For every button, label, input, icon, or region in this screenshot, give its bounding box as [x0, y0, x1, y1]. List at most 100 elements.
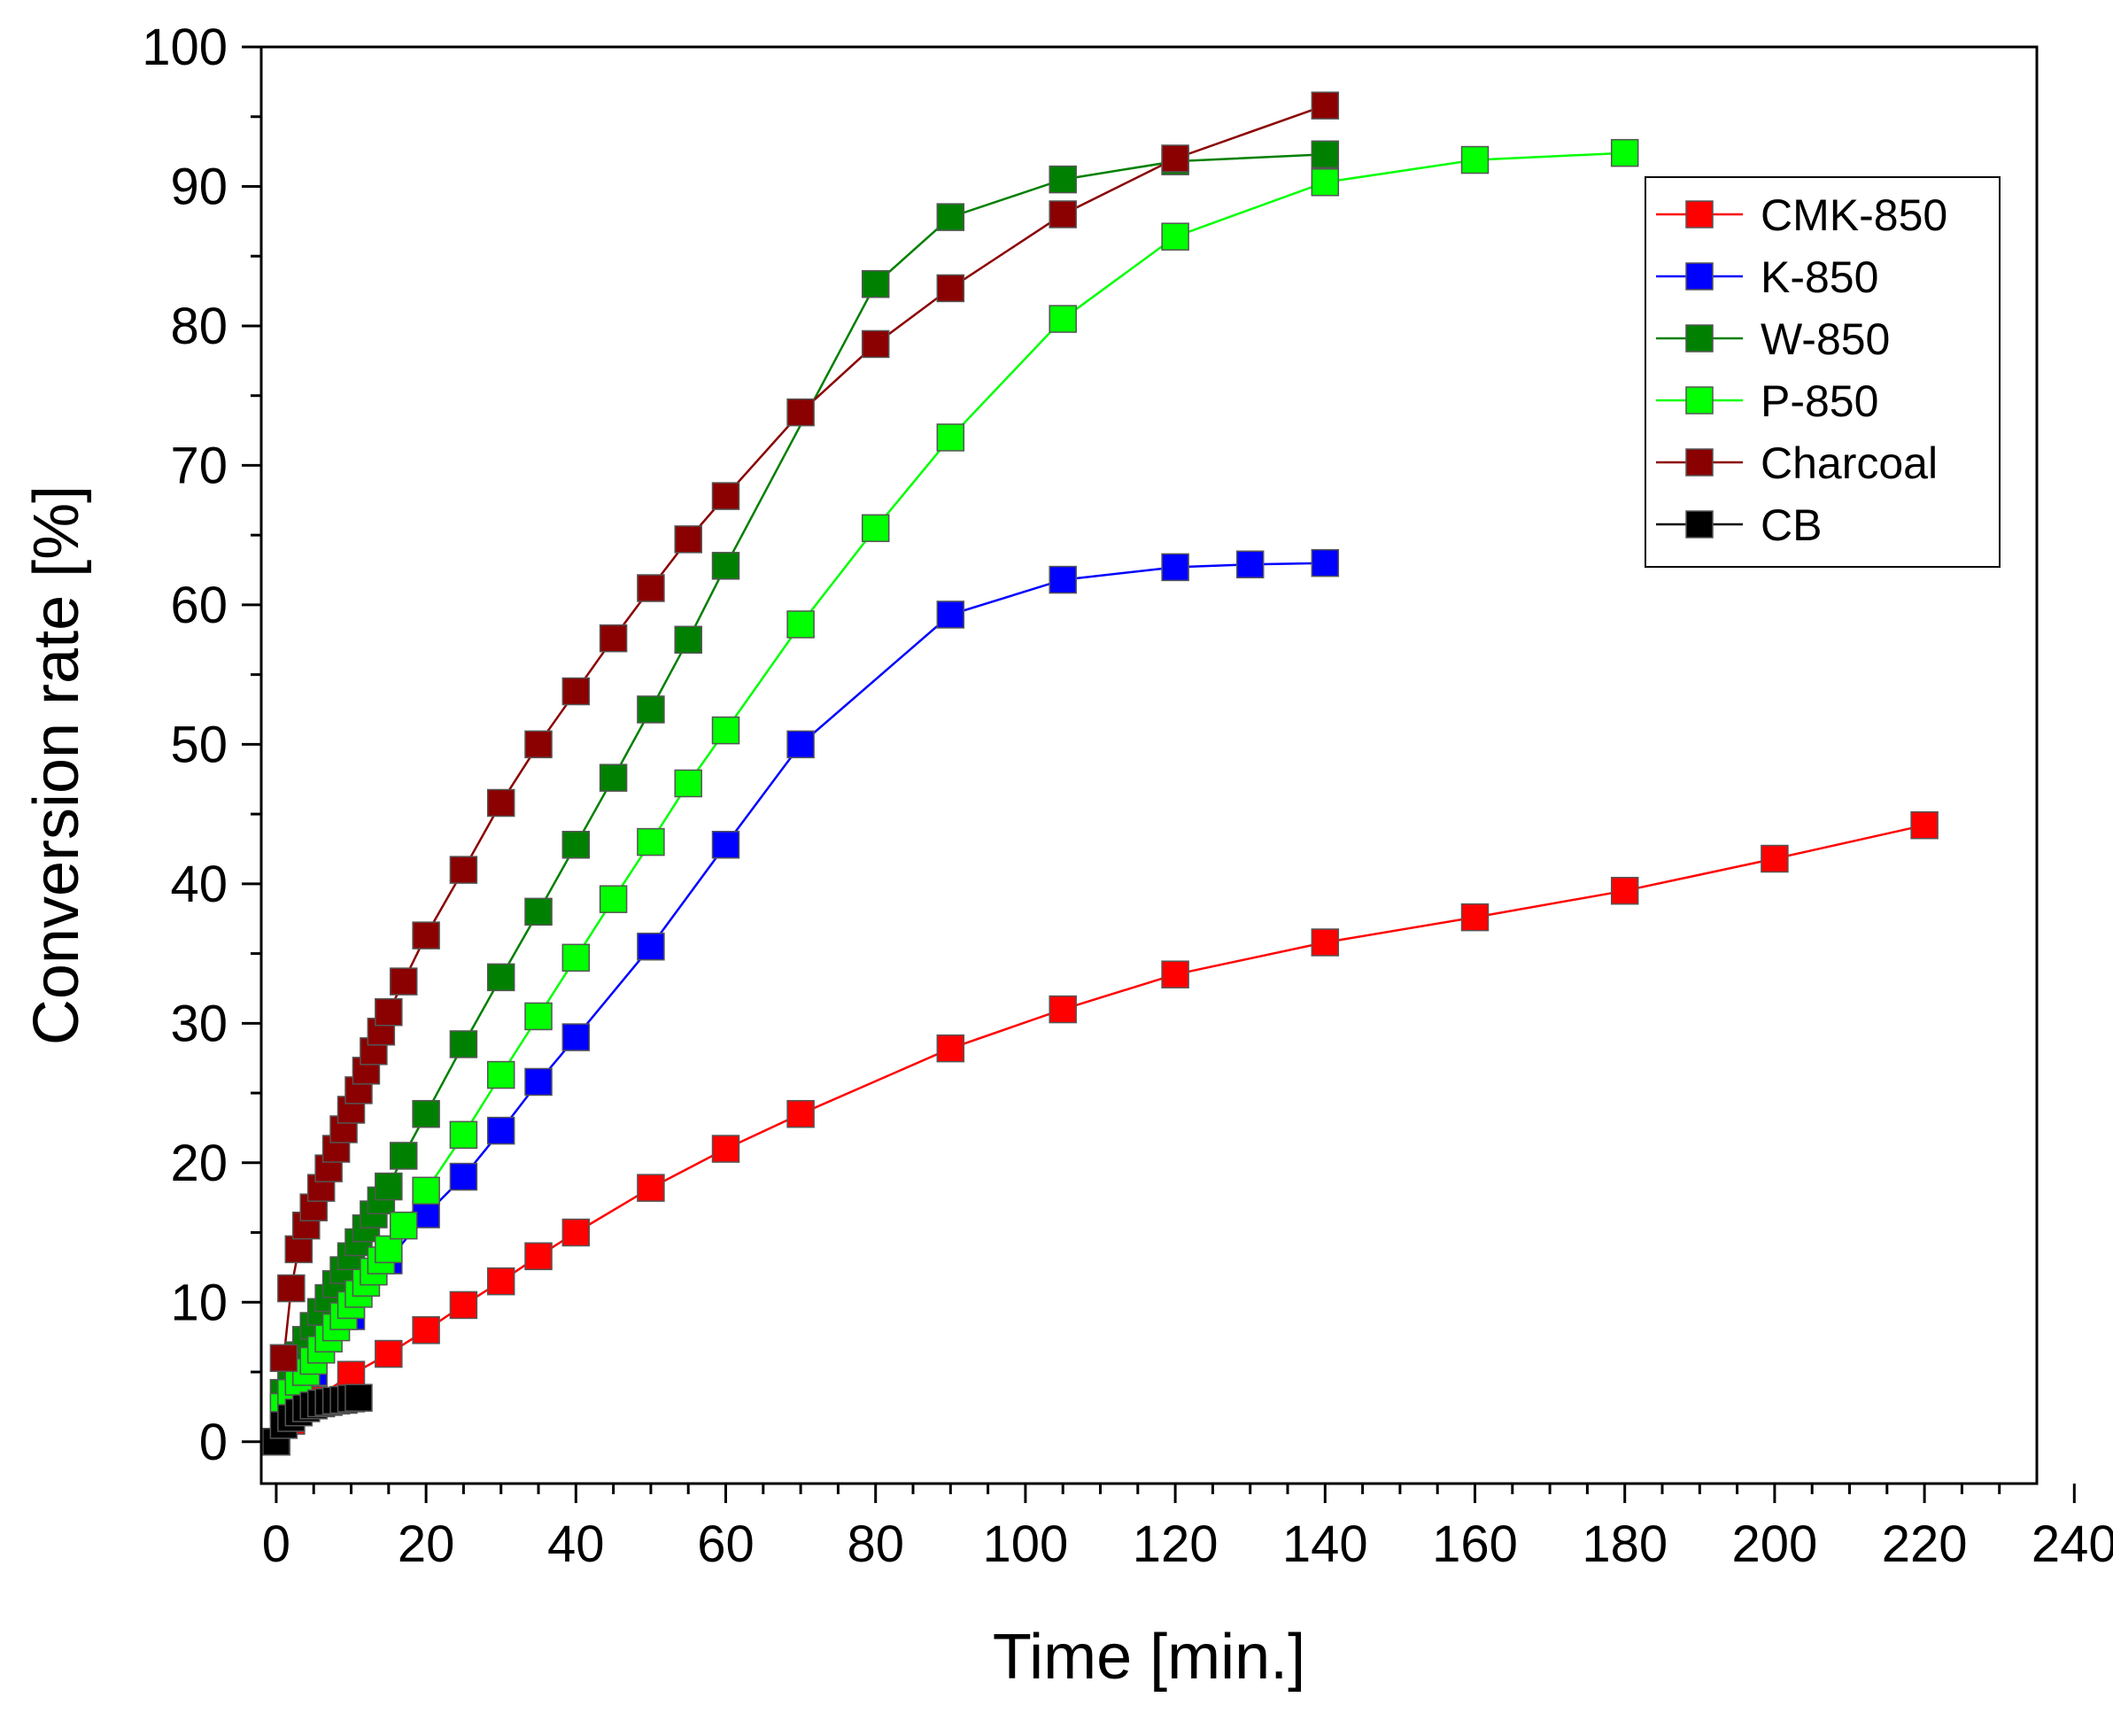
y-axis-ticks: 0 10 20 30 40 50 60 70 80 90 100 — [142, 19, 261, 1471]
x-axis-ticks: 0 20 40 60 80 100 120 140 160 180 200 220 240 — [262, 1484, 2113, 1573]
legend-label-p-850: P-850 — [1761, 376, 1878, 426]
data-point-w-850 — [936, 203, 965, 231]
legend-label-cb: CB — [1761, 500, 1822, 550]
data-point-k-850 — [637, 932, 665, 961]
data-point-p-850 — [1311, 168, 1340, 197]
data-point-w-850 — [561, 831, 591, 859]
data-point-w-850 — [674, 625, 702, 655]
data-point-cmk-850 — [1049, 995, 1077, 1024]
data-point-charcoal — [561, 677, 591, 706]
data-point-cmk-850 — [1761, 844, 1789, 873]
data-point-w-850 — [524, 897, 553, 926]
data-point-cmk-850 — [524, 1242, 553, 1271]
data-point-k-850 — [1311, 548, 1340, 577]
x-tick-label: 0 — [262, 1515, 290, 1573]
data-point-cmk-850 — [786, 1099, 815, 1128]
data-point-charcoal — [412, 921, 440, 949]
data-point-cmk-850 — [1460, 903, 1490, 932]
data-point-cmk-850 — [1610, 876, 1639, 905]
data-point-charcoal — [674, 525, 702, 554]
data-point-charcoal — [1049, 200, 1077, 229]
y-tick-label: 0 — [199, 1414, 228, 1471]
data-point-w-850 — [389, 1142, 418, 1170]
data-point-k-850 — [936, 601, 965, 629]
data-point-w-850 — [412, 1099, 440, 1128]
plot-frame — [259, 45, 2039, 1485]
data-point-k-850 — [1161, 553, 1189, 582]
y-tick-label: 100 — [142, 19, 228, 76]
data-point-k-850 — [486, 1116, 515, 1145]
data-point-cb — [344, 1383, 373, 1412]
legend-label-w-850: W-850 — [1761, 314, 1890, 364]
y-axis-title: Conversion rate [%] — [21, 485, 92, 1045]
data-point-p-850 — [786, 610, 815, 639]
data-point-cmk-850 — [711, 1135, 740, 1163]
data-point-p-850 — [1161, 222, 1189, 251]
data-point-k-850 — [1235, 550, 1265, 578]
x-tick-label: 120 — [1133, 1515, 1219, 1573]
series-line-k-850 — [275, 562, 1326, 1443]
plot-markers — [262, 91, 1939, 1456]
data-point-p-850 — [375, 1235, 403, 1264]
data-point-k-850 — [711, 831, 740, 859]
x-tick-label: 220 — [1882, 1515, 1968, 1573]
data-point-p-850 — [1049, 305, 1077, 333]
legend-marker-p-850 — [1685, 386, 1714, 415]
x-axis-title: Time [min.] — [993, 1622, 1305, 1693]
data-point-cmk-850 — [1311, 928, 1340, 957]
data-point-k-850 — [1049, 565, 1077, 594]
y-tick-label: 50 — [170, 716, 228, 773]
data-point-w-850 — [861, 269, 890, 298]
data-point-cmk-850 — [375, 1339, 403, 1368]
data-point-w-850 — [486, 963, 515, 992]
data-point-charcoal — [786, 398, 815, 427]
y-tick-label: 20 — [170, 1135, 228, 1192]
data-point-p-850 — [486, 1060, 515, 1089]
data-point-w-850 — [711, 552, 740, 580]
data-point-p-850 — [561, 943, 591, 973]
data-point-charcoal — [284, 1235, 313, 1264]
data-point-k-850 — [786, 730, 815, 759]
data-point-charcoal — [449, 856, 478, 884]
data-point-p-850 — [1460, 145, 1490, 174]
data-point-charcoal — [711, 482, 740, 510]
legend-marker-w-850 — [1685, 324, 1714, 353]
x-tick-label: 200 — [1732, 1515, 1818, 1573]
legend-marker-k-850 — [1685, 262, 1714, 291]
data-point-cmk-850 — [561, 1218, 591, 1247]
data-point-cmk-850 — [637, 1174, 665, 1202]
data-point-charcoal — [936, 274, 965, 303]
data-point-charcoal — [1161, 144, 1189, 173]
legend-marker-charcoal — [1685, 448, 1714, 477]
data-point-p-850 — [637, 827, 665, 856]
data-point-p-850 — [711, 716, 740, 745]
x-tick-label: 140 — [1282, 1515, 1368, 1573]
data-point-k-850 — [524, 1067, 553, 1097]
series-line-charcoal — [275, 104, 1326, 1442]
data-point-p-850 — [674, 769, 702, 798]
data-point-p-850 — [524, 1002, 553, 1031]
data-point-w-850 — [375, 1172, 403, 1201]
x-tick-label: 20 — [398, 1515, 455, 1573]
data-point-charcoal — [524, 730, 553, 759]
data-point-w-850 — [599, 763, 628, 792]
legend-marker-cb — [1685, 510, 1714, 539]
x-tick-label: 240 — [2032, 1515, 2113, 1573]
legend-marker-cmk-850 — [1685, 200, 1714, 229]
y-tick-label: 60 — [170, 577, 228, 634]
data-point-cmk-850 — [936, 1034, 965, 1063]
data-point-p-850 — [389, 1211, 418, 1240]
y-tick-label: 70 — [170, 437, 228, 494]
data-point-cmk-850 — [412, 1316, 440, 1345]
legend: CMK-850 K-850 W-850 P-850 Charcoal CB — [1645, 176, 2001, 568]
y-tick-label: 40 — [170, 856, 228, 913]
x-tick-label: 100 — [983, 1515, 1069, 1573]
y-tick-label: 30 — [170, 995, 228, 1052]
x-tick-label: 40 — [547, 1515, 605, 1573]
data-point-charcoal — [637, 574, 665, 602]
data-point-charcoal — [861, 329, 890, 359]
x-tick-label: 160 — [1432, 1515, 1518, 1573]
data-point-charcoal — [269, 1344, 298, 1373]
series-line-cmk-850 — [275, 824, 1925, 1443]
data-point-charcoal — [277, 1274, 306, 1303]
